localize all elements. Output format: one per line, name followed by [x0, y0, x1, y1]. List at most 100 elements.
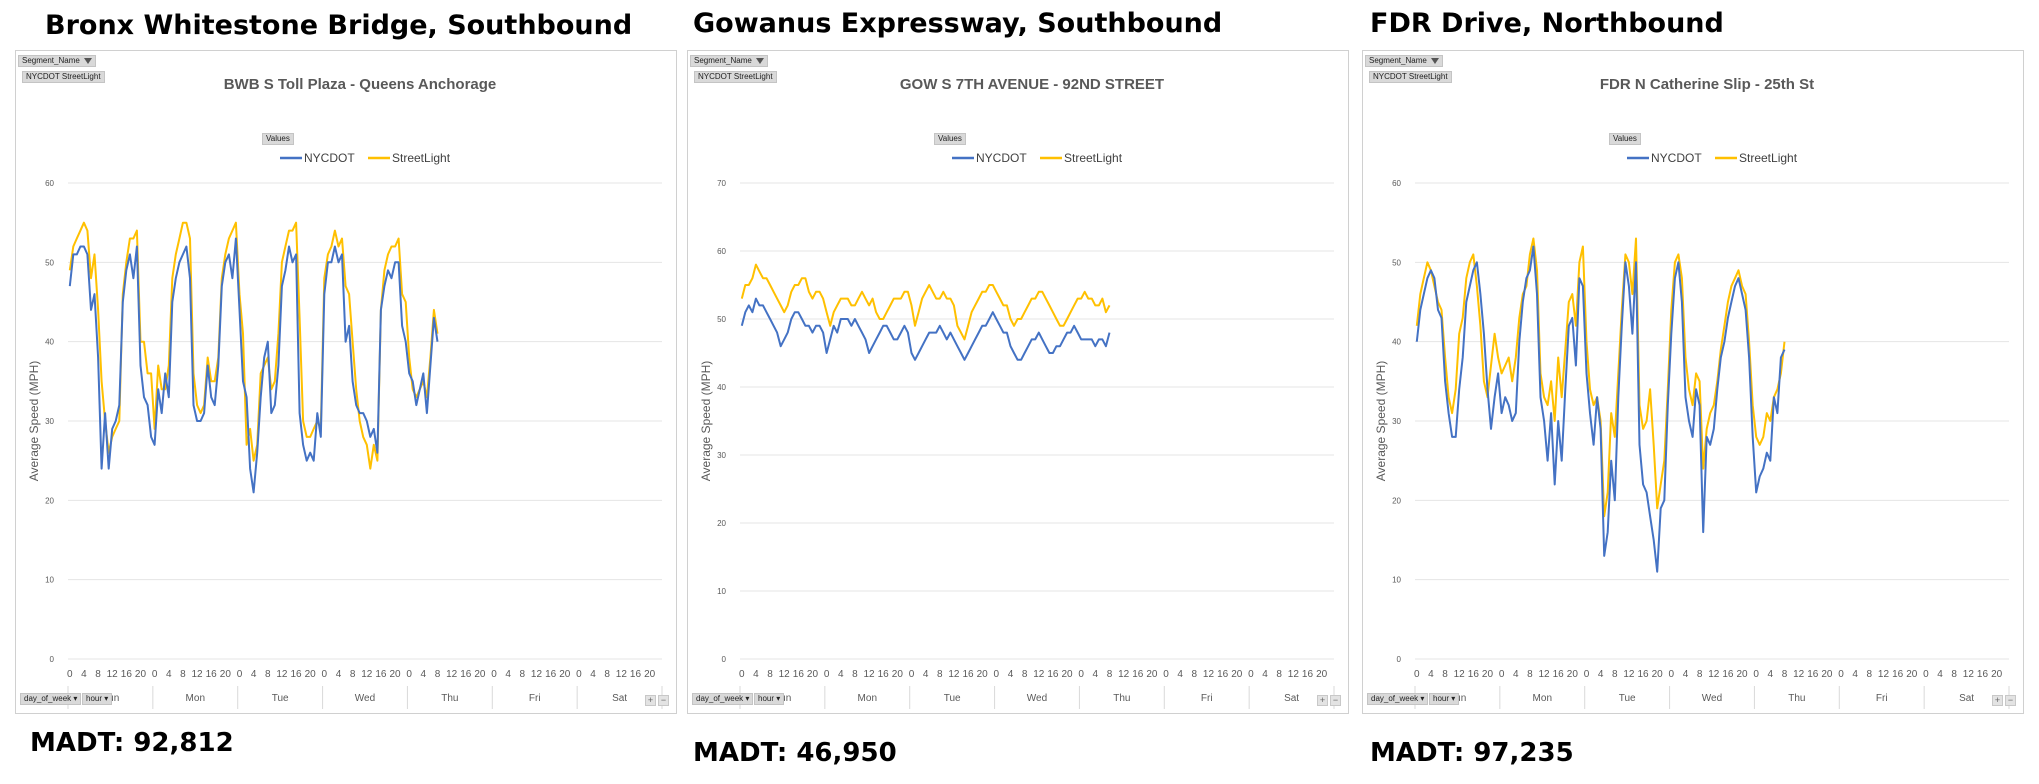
- x-tick-label: 0: [1078, 669, 1084, 680]
- y-tick-label: 60: [45, 179, 54, 188]
- row-field-day-of-week[interactable]: day_of_week ▾: [20, 693, 82, 705]
- x-tick-label: 0: [1248, 669, 1254, 680]
- x-tick-label: 16: [1637, 669, 1649, 680]
- day-label: Thu: [441, 693, 458, 704]
- series-field-button[interactable]: NYCDOT StreetLight: [1369, 71, 1452, 83]
- day-label: Fri: [1201, 693, 1213, 704]
- chart-title: BWB S Toll Plaza - Queens Anchorage: [224, 76, 497, 93]
- series-field-button[interactable]: NYCDOT StreetLight: [22, 71, 105, 83]
- row-field-hour[interactable]: hour ▾: [754, 693, 785, 705]
- collapse-icon[interactable]: −: [1330, 695, 1341, 706]
- x-tick-label: 16: [793, 669, 805, 680]
- row-field-label: day_of_week: [696, 694, 744, 703]
- day-label: Sat: [1284, 693, 1299, 704]
- x-tick-label: 20: [644, 669, 656, 680]
- y-tick-label: 40: [717, 383, 726, 392]
- day-label: Wed: [1702, 693, 1722, 704]
- row-field-hour[interactable]: hour ▾: [1429, 693, 1460, 705]
- day-label: Thu: [1788, 693, 1805, 704]
- x-tick-label: 8: [520, 669, 526, 680]
- x-tick-label: 20: [1482, 669, 1494, 680]
- expand-icon[interactable]: +: [1317, 695, 1328, 706]
- x-tick-label: 0: [739, 669, 745, 680]
- series-field-label: NYCDOT StreetLight: [698, 72, 773, 81]
- y-tick-label: 40: [45, 338, 54, 347]
- x-tick-label: 0: [67, 669, 73, 680]
- x-tick-label: 16: [206, 669, 218, 680]
- legend-label-0: NYCDOT: [1651, 151, 1702, 165]
- x-tick-label: 8: [435, 669, 441, 680]
- x-tick-label: 12: [779, 669, 791, 680]
- day-label: Mon: [858, 693, 877, 704]
- x-tick-label: 12: [107, 669, 119, 680]
- x-tick-label: 8: [1192, 669, 1198, 680]
- row-field-label: day_of_week: [24, 694, 72, 703]
- x-tick-label: 4: [1937, 669, 1943, 680]
- chart-panel-gowanus: Gowanus Expressway, Southbound Segment_N…: [687, 0, 1351, 784]
- chart-frame: Segment_Name NYCDOT StreetLight Values G…: [687, 50, 1349, 714]
- madt-value: MADT: 92,812: [30, 728, 234, 758]
- x-tick-label: 12: [191, 669, 203, 680]
- x-tick-label: 4: [1852, 669, 1858, 680]
- row-field-day-of-week[interactable]: day_of_week ▾: [1367, 693, 1429, 705]
- segment-filter-button[interactable]: Segment_Name: [1365, 55, 1443, 67]
- y-tick-label: 50: [717, 315, 726, 324]
- x-tick-label: 12: [276, 669, 288, 680]
- y-tick-label: 50: [45, 258, 54, 267]
- row-field-hour[interactable]: hour ▾: [82, 693, 113, 705]
- x-tick-label: 4: [753, 669, 759, 680]
- x-tick-label: 12: [531, 669, 543, 680]
- x-tick-label: 4: [505, 669, 511, 680]
- y-tick-label: 0: [1397, 655, 1402, 664]
- series-line-nycdot: [1415, 245, 1786, 573]
- x-tick-label: 0: [1669, 669, 1675, 680]
- x-tick-label: 20: [220, 669, 232, 680]
- x-tick-label: 20: [1061, 669, 1073, 680]
- x-tick-label: 8: [265, 669, 271, 680]
- x-tick-label: 8: [1612, 669, 1618, 680]
- x-tick-label: 0: [994, 669, 1000, 680]
- expand-icon[interactable]: +: [645, 695, 656, 706]
- line-chart: FDR N Catherine Slip - 25th St NYCDOT Stre…: [1374, 76, 2010, 709]
- row-field-label: hour: [758, 694, 775, 703]
- x-tick-label: 16: [545, 669, 557, 680]
- y-axis-label: Average Speed (MPH): [27, 361, 41, 482]
- row-field-day-of-week[interactable]: day_of_week ▾: [692, 693, 754, 705]
- x-tick-label: 12: [1963, 669, 1975, 680]
- y-tick-label: 10: [717, 587, 726, 596]
- collapse-icon[interactable]: −: [658, 695, 669, 706]
- x-tick-label: 16: [630, 669, 642, 680]
- values-field-button[interactable]: Values: [1609, 133, 1641, 145]
- x-tick-label: 16: [1047, 669, 1059, 680]
- values-field-button[interactable]: Values: [262, 133, 294, 145]
- x-tick-label: 0: [1584, 669, 1590, 680]
- x-tick-label: 8: [1867, 669, 1873, 680]
- series-line-streetlight: [740, 263, 1111, 341]
- values-field-button[interactable]: Values: [934, 133, 966, 145]
- x-tick-label: 20: [1567, 669, 1579, 680]
- segment-filter-button[interactable]: Segment_Name: [18, 55, 96, 67]
- x-tick-label: 16: [290, 669, 302, 680]
- x-tick-label: 12: [1708, 669, 1720, 680]
- expand-icon[interactable]: +: [1992, 695, 2003, 706]
- legend-label-1: StreetLight: [392, 151, 451, 165]
- x-tick-label: 4: [1598, 669, 1604, 680]
- x-tick-label: 12: [1878, 669, 1890, 680]
- series-field-button[interactable]: NYCDOT StreetLight: [694, 71, 777, 83]
- x-tick-label: 4: [251, 669, 257, 680]
- x-tick-label: 12: [863, 669, 875, 680]
- x-tick-label: 20: [389, 669, 401, 680]
- segment-filter-button[interactable]: Segment_Name: [690, 55, 768, 67]
- chart-frame: Segment_Name NYCDOT StreetLight Values F…: [1362, 50, 2024, 714]
- series-line-nycdot: [740, 297, 1111, 361]
- collapse-icon[interactable]: −: [2005, 695, 2016, 706]
- x-tick-label: 20: [1146, 669, 1158, 680]
- x-tick-label: 12: [616, 669, 628, 680]
- x-tick-label: 16: [1892, 669, 1904, 680]
- y-tick-label: 30: [717, 451, 726, 460]
- values-field-label: Values: [266, 134, 290, 143]
- y-tick-label: 60: [1392, 179, 1401, 188]
- x-tick-label: 0: [824, 669, 830, 680]
- x-tick-label: 8: [1107, 669, 1113, 680]
- chart-panel-bwb: Bronx Whitestone Bridge, Southbound Segm…: [15, 0, 679, 784]
